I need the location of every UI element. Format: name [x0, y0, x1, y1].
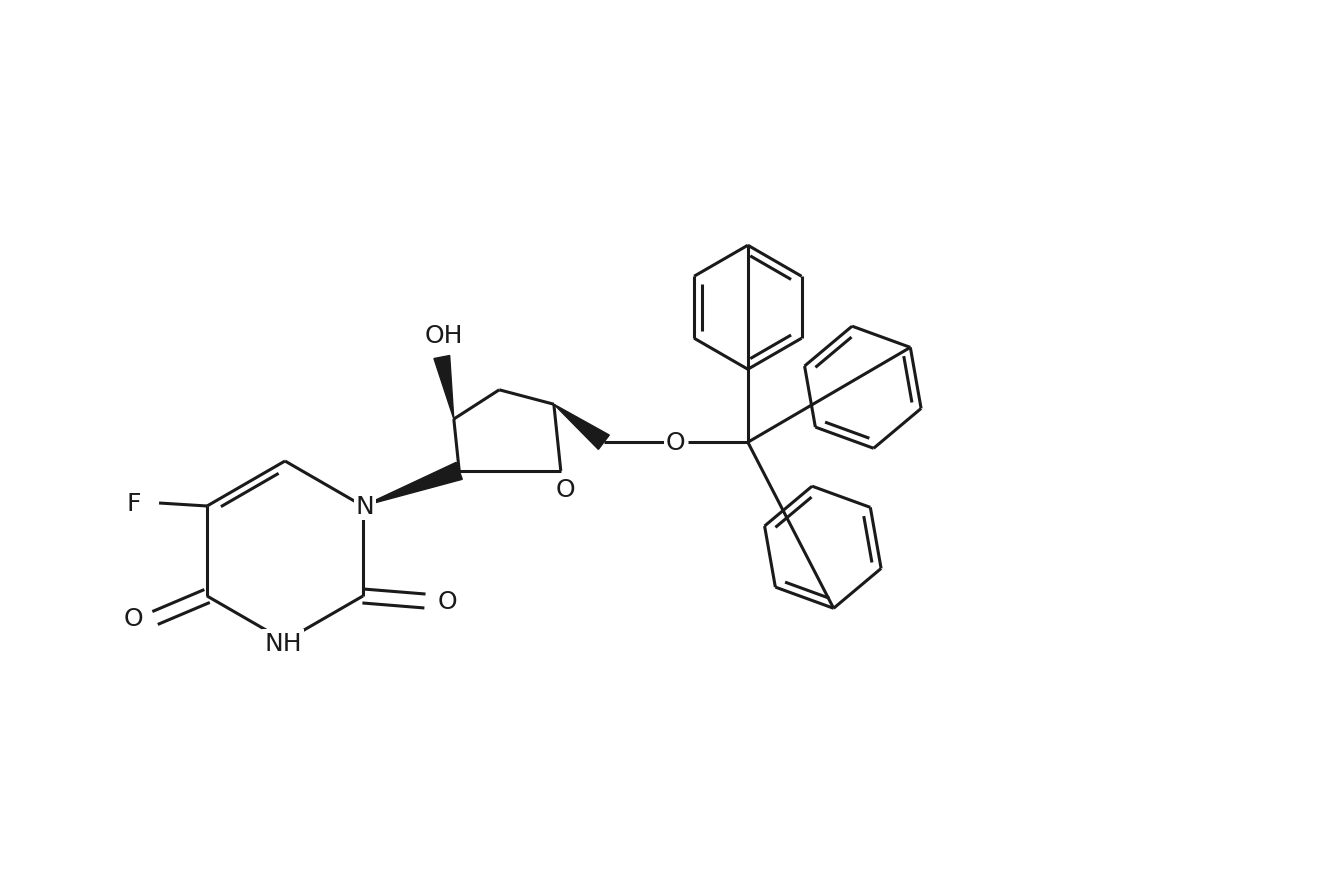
Text: F: F	[126, 492, 141, 516]
Text: NH: NH	[264, 632, 302, 656]
Text: O: O	[556, 478, 576, 501]
Polygon shape	[362, 462, 462, 507]
Text: O: O	[123, 606, 142, 630]
Text: O: O	[437, 589, 456, 613]
Text: N: N	[356, 494, 374, 518]
Text: OH: OH	[424, 323, 463, 347]
Polygon shape	[433, 356, 454, 420]
Text: O: O	[666, 431, 686, 455]
Polygon shape	[554, 405, 609, 450]
